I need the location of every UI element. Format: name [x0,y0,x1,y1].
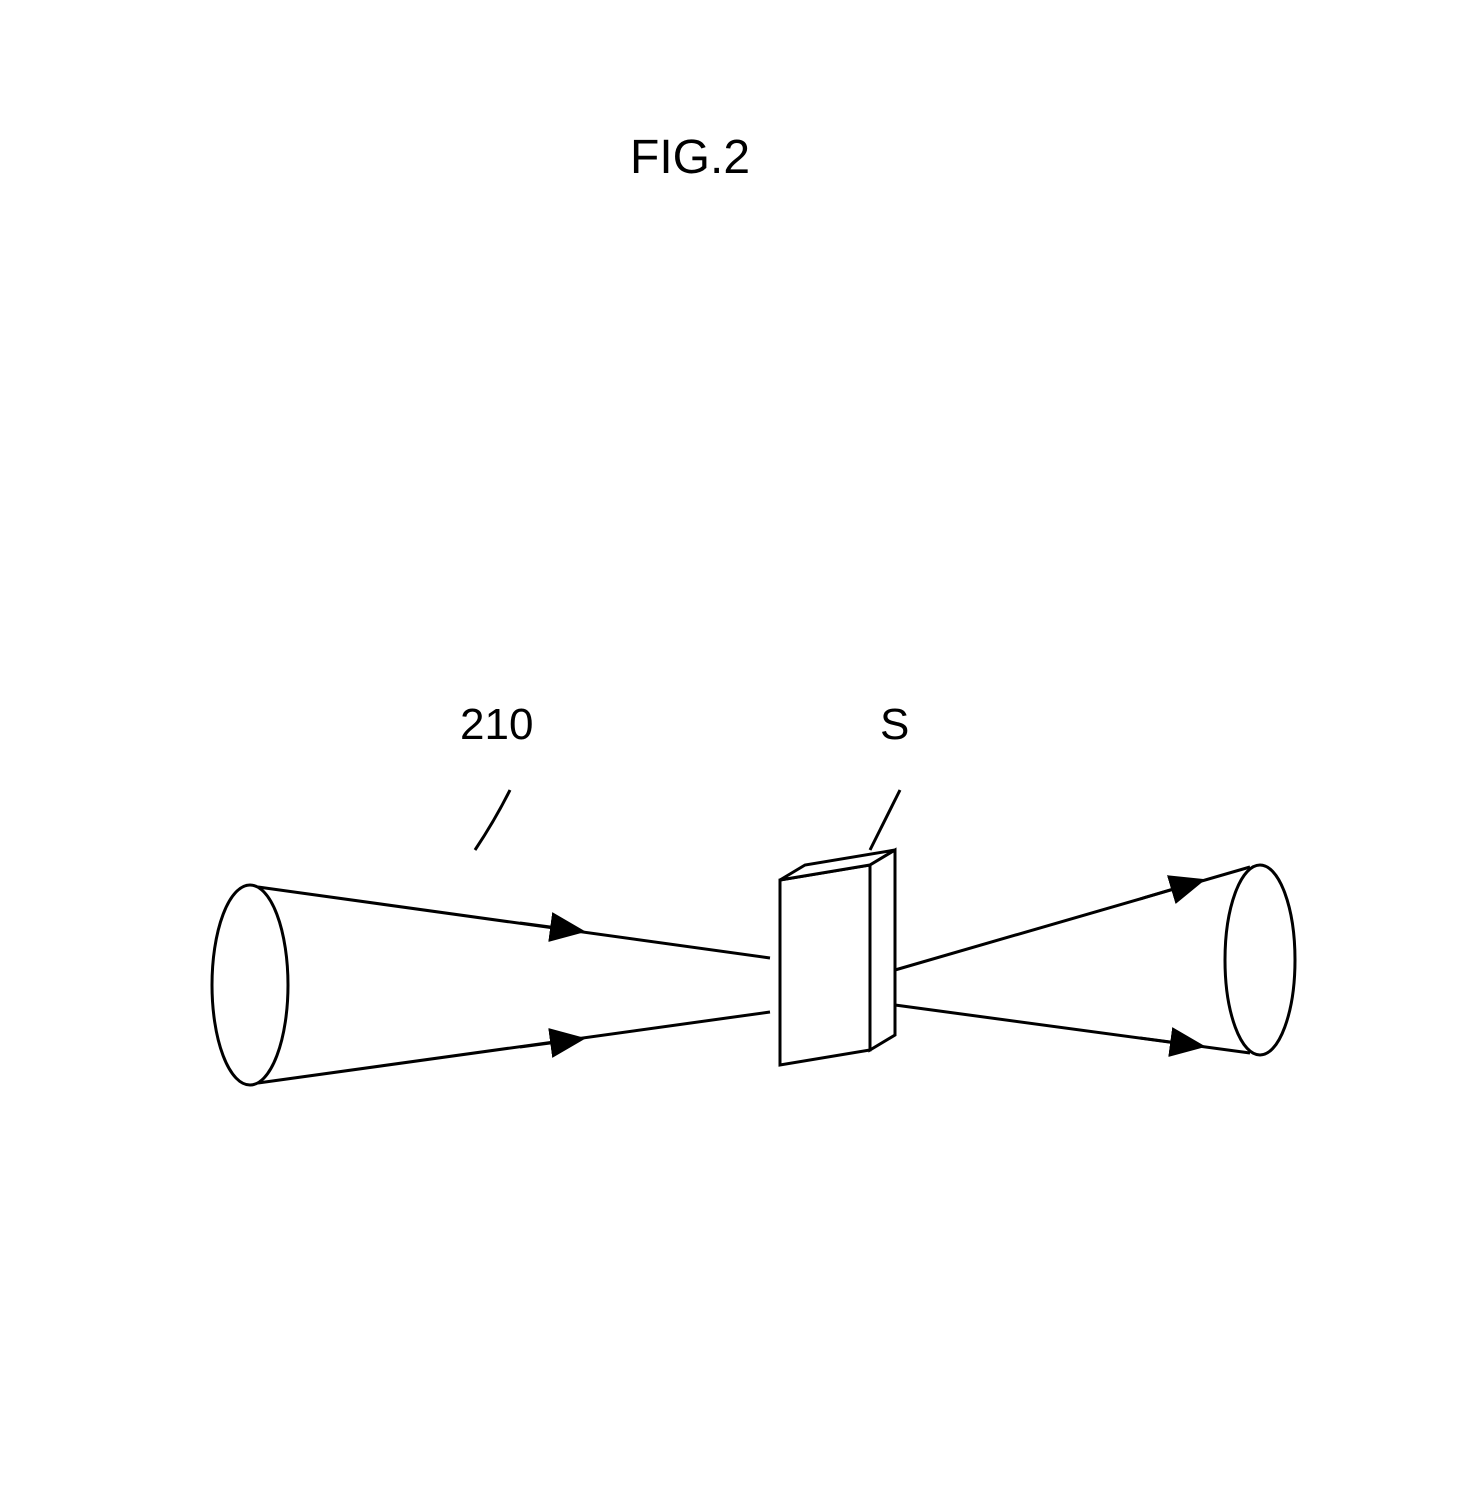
left-cone-base [212,885,288,1085]
sample-front-face [780,865,870,1065]
leader-s [870,790,900,850]
left-cone-bottom-line [258,1012,770,1083]
leader-210 [475,790,510,850]
sample-side-face [870,850,895,1050]
figure-canvas: FIG.2 210 S [0,0,1483,1506]
left-arrow-top [520,923,580,931]
right-cone-base [1225,865,1295,1055]
right-arrow-top [1140,881,1200,899]
left-arrow-bottom [520,1039,580,1047]
right-arrow-bottom [1140,1038,1200,1046]
left-cone-top-line [258,887,770,958]
diagram-svg [0,0,1483,1506]
